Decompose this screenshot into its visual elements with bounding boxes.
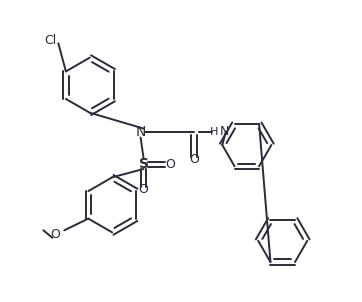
Text: N: N: [135, 124, 146, 139]
Text: H: H: [210, 127, 218, 137]
Text: O: O: [50, 228, 60, 241]
Text: N: N: [220, 125, 229, 138]
Text: O: O: [190, 153, 199, 166]
Text: Cl: Cl: [45, 34, 57, 47]
Text: S: S: [139, 157, 148, 172]
Text: O: O: [165, 158, 176, 171]
Text: O: O: [139, 183, 148, 196]
